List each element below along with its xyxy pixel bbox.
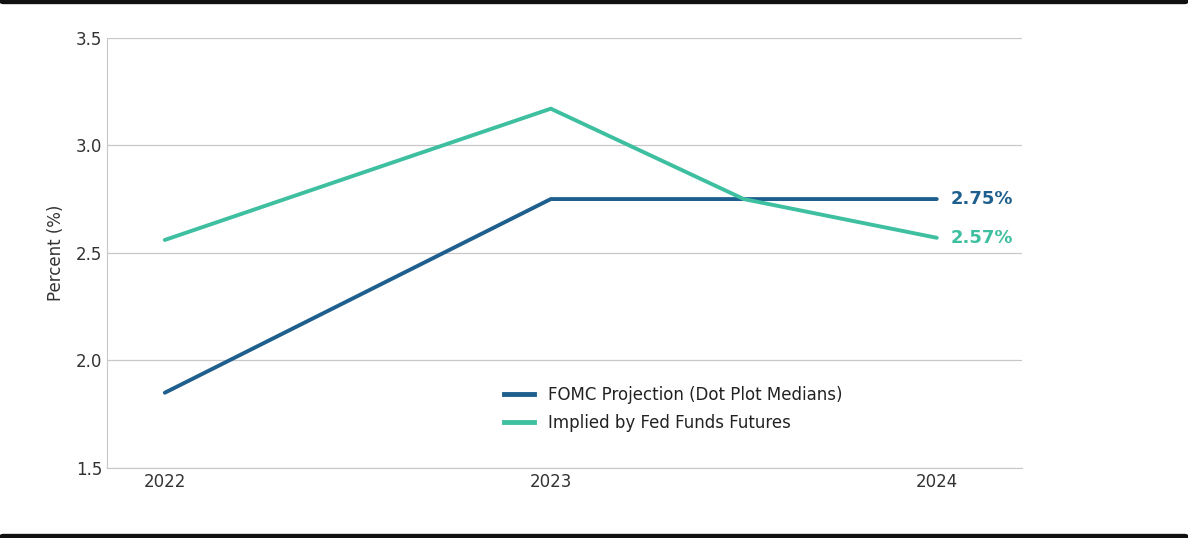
Text: 2.57%: 2.57% [950, 229, 1013, 247]
Legend: FOMC Projection (Dot Plot Medians), Implied by Fed Funds Futures: FOMC Projection (Dot Plot Medians), Impl… [498, 379, 848, 438]
Y-axis label: Percent (%): Percent (%) [46, 204, 64, 301]
Text: 2.75%: 2.75% [950, 190, 1013, 208]
